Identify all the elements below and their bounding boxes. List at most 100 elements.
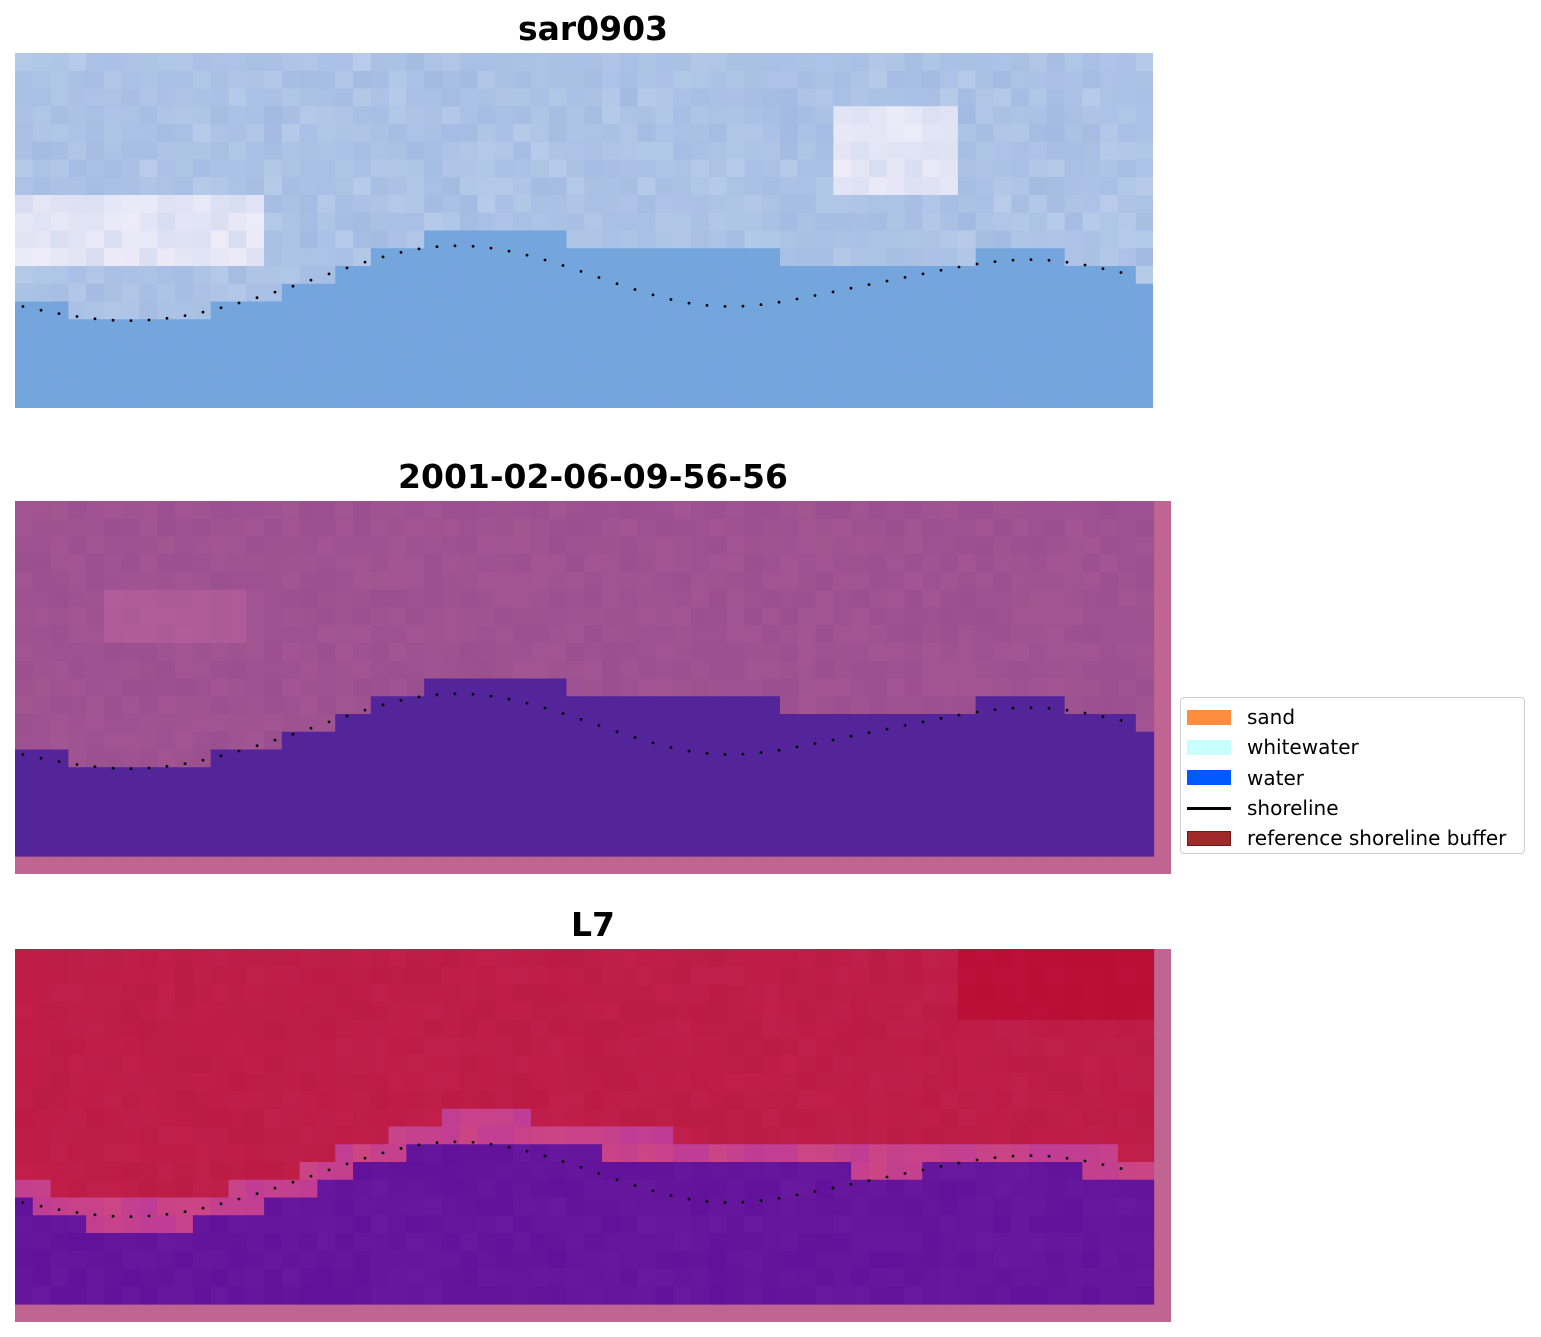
- image-pixel: [281, 266, 301, 285]
- image-pixel: [744, 625, 763, 644]
- image-pixel: [68, 390, 87, 408]
- image-pixel: [762, 88, 781, 107]
- image-pixel: [281, 283, 301, 303]
- image-pixel: [673, 1020, 692, 1039]
- image-pixel: [477, 88, 496, 107]
- image-pixel: [406, 1215, 425, 1234]
- image-pixel: [655, 1055, 674, 1074]
- image-pixel: [495, 731, 514, 751]
- image-pixel: [957, 696, 977, 715]
- image-pixel: [406, 1002, 425, 1021]
- image-pixel: [495, 966, 514, 986]
- image-pixel: [210, 283, 230, 303]
- image-pixel: [1029, 212, 1048, 232]
- image-pixel: [86, 390, 105, 408]
- image-pixel: [833, 678, 852, 697]
- image-pixel: [121, 266, 141, 285]
- image-pixel: [15, 1197, 34, 1216]
- image-pixel: [317, 283, 336, 303]
- image-pixel: [121, 390, 141, 408]
- image-pixel: [673, 1286, 692, 1305]
- image-pixel: [228, 88, 247, 107]
- image-pixel: [246, 1002, 265, 1021]
- image-pixel: [726, 124, 745, 143]
- image-pixel: [15, 1268, 34, 1287]
- image-pixel: [513, 589, 532, 609]
- image-pixel: [904, 1126, 923, 1145]
- image-pixel: [673, 1126, 692, 1145]
- image-pixel: [602, 53, 621, 72]
- image-pixel: [495, 838, 514, 857]
- image-pixel: [940, 785, 959, 804]
- image-pixel: [779, 159, 799, 178]
- image-pixel: [602, 1215, 621, 1234]
- image-pixel: [584, 1037, 603, 1057]
- image-pixel: [691, 1020, 710, 1039]
- image-pixel: [940, 177, 959, 196]
- image-pixel: [50, 1162, 69, 1181]
- image-pixel: [815, 283, 834, 303]
- image-pixel: [940, 1233, 959, 1252]
- image-pixel: [815, 625, 834, 644]
- image-pixel: [691, 141, 710, 161]
- image-pixel: [637, 248, 657, 267]
- image-pixel: [1046, 301, 1066, 320]
- image-pixel: [655, 70, 674, 90]
- image-pixel: [424, 177, 443, 196]
- image-pixel: [779, 1215, 799, 1234]
- image-pixel: [708, 1286, 728, 1305]
- image-pixel: [264, 301, 283, 320]
- image-pixel: [1011, 1091, 1030, 1110]
- image-pixel: [726, 643, 745, 662]
- image-pixel: [1117, 195, 1137, 214]
- image-pixel: [50, 554, 69, 573]
- image-pixel: [584, 1233, 603, 1252]
- image-pixel: [157, 141, 176, 161]
- image-pixel: [495, 1073, 514, 1092]
- image-pixel: [940, 1162, 959, 1181]
- image-pixel: [441, 70, 461, 90]
- image-pixel: [1082, 660, 1101, 680]
- image-pixel: [459, 1091, 479, 1110]
- shoreline-point: [579, 1166, 583, 1169]
- image-pixel: [246, 1091, 265, 1110]
- image-pixel: [708, 283, 728, 303]
- image-pixel: [779, 625, 799, 644]
- image-pixel: [744, 1037, 763, 1057]
- image-pixel: [192, 248, 212, 267]
- image-pixel: [815, 1233, 834, 1252]
- image-pixel: [441, 124, 461, 143]
- image-pixel: [619, 949, 639, 968]
- image-pixel: [50, 749, 69, 768]
- image-pixel: [726, 554, 745, 573]
- image-pixel: [317, 1268, 336, 1287]
- image-pixel: [175, 159, 194, 178]
- image-pixel: [797, 625, 817, 644]
- image-pixel: [886, 1215, 906, 1234]
- image-pixel: [530, 536, 550, 555]
- image-pixel: [1082, 266, 1101, 285]
- image-pixel: [922, 319, 941, 338]
- image-pixel: [228, 319, 247, 338]
- image-pixel: [495, 177, 514, 196]
- image-pixel: [1082, 88, 1101, 107]
- image-pixel: [868, 714, 888, 733]
- image-pixel: [815, 141, 834, 161]
- image-pixel: [335, 1233, 354, 1252]
- image-pixel: [1064, 714, 1083, 733]
- image-pixel: [530, 53, 550, 72]
- image-pixel: [708, 838, 728, 857]
- image-pixel: [904, 838, 923, 857]
- image-pixel: [975, 1286, 995, 1305]
- image-pixel: [210, 536, 230, 555]
- image-pixel: [726, 212, 745, 232]
- image-pixel: [673, 301, 692, 320]
- image-pixel: [584, 802, 603, 822]
- image-pixel: [1082, 1268, 1101, 1287]
- image-pixel: [264, 1002, 283, 1021]
- image-pixel: [691, 1037, 710, 1057]
- image-pixel: [1029, 1091, 1048, 1110]
- image-pixel: [495, 283, 514, 303]
- image-pixel: [797, 1002, 817, 1021]
- image-pixel: [602, 966, 621, 986]
